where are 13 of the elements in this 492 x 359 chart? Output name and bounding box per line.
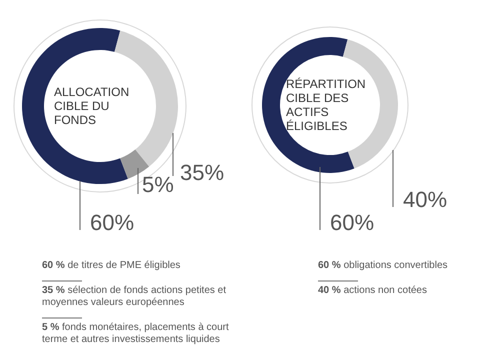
- text: ALLOCATION CIBLE DU FONDS: [54, 85, 130, 127]
- data-label: 40%: [403, 187, 448, 212]
- donut-slice: [22, 28, 128, 184]
- data-label: 60%: [330, 210, 374, 235]
- text: RÉPARTITION CIBLE DES ACTIFS ÉLIGIBLES: [286, 77, 366, 133]
- text: 60 % de titres de PME éligibles: [42, 260, 180, 271]
- text: 35 % sélection de fonds actions petites et moyennes valeurs européennes: [42, 285, 226, 308]
- data-label: 5%: [142, 172, 174, 197]
- text: 60 % obligations convertibles: [318, 260, 448, 271]
- text: 40 % actions non cotées: [318, 285, 427, 296]
- text: 5 % fonds monétaires, placements à court terme et autres investissements liquides: [42, 322, 229, 345]
- data-label: 60%: [90, 210, 134, 235]
- data-label: 35%: [180, 160, 224, 185]
